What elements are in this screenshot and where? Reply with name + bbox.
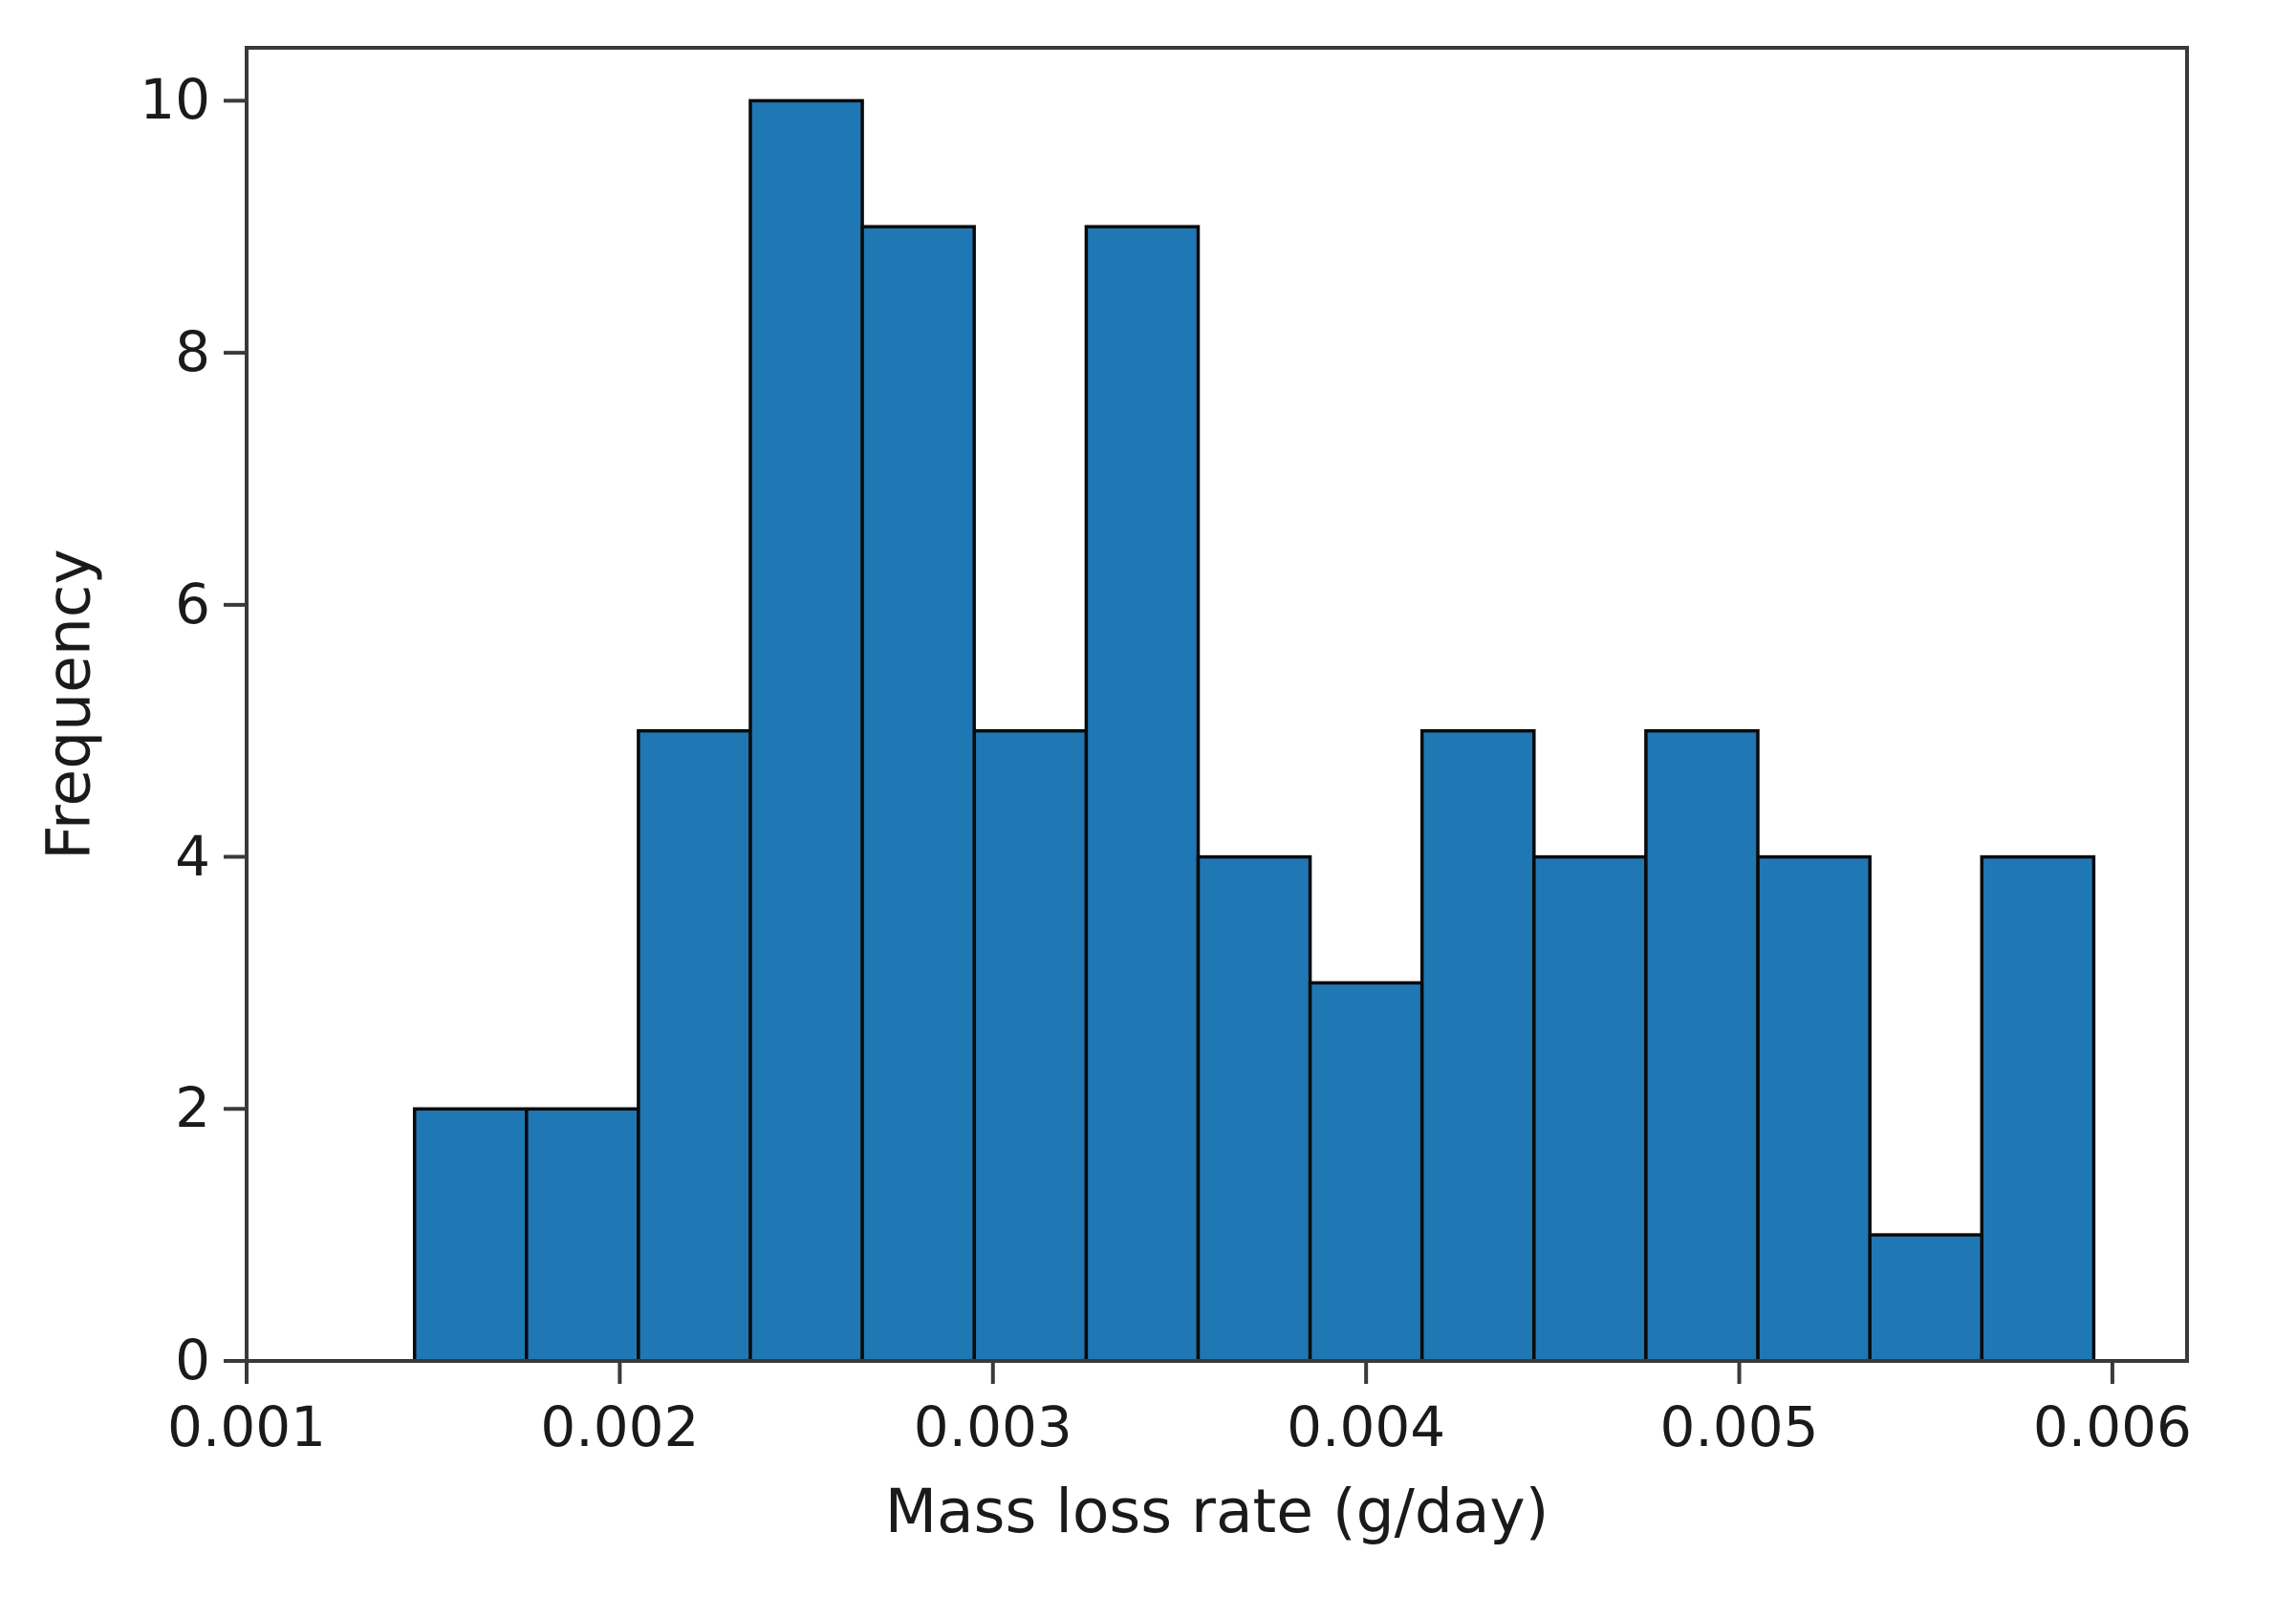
histogram-bar <box>525 1107 640 1363</box>
histogram-bar <box>1980 854 2096 1363</box>
y-tick-label: 10 <box>140 67 210 133</box>
x-axis-title: Mass loss rate (g/day) <box>884 1477 1549 1546</box>
y-tick-label: 8 <box>175 319 210 385</box>
histogram-bar <box>748 98 864 1363</box>
histogram-bar <box>1644 728 1760 1363</box>
x-tick-label: 0.005 <box>1659 1394 1819 1459</box>
y-axis-title: Frequency <box>33 549 104 860</box>
x-tick-label: 0.003 <box>913 1394 1072 1459</box>
y-tick-label: 0 <box>175 1327 210 1393</box>
y-tick-label: 2 <box>175 1075 210 1141</box>
histogram-bar <box>972 728 1089 1363</box>
histogram-bar <box>1756 854 1872 1363</box>
x-tick-label: 0.002 <box>540 1394 700 1459</box>
histogram-bar <box>860 225 976 1363</box>
histogram-bar <box>1868 1233 1984 1363</box>
y-tick-label: 6 <box>175 571 210 637</box>
histogram-bar <box>1308 981 1424 1363</box>
histogram-bar <box>412 1107 529 1363</box>
histogram-bar <box>1532 854 1648 1363</box>
x-tick-label: 0.004 <box>1287 1394 1446 1459</box>
histogram-bar <box>1084 225 1201 1363</box>
y-tick-label: 4 <box>175 823 210 889</box>
x-tick-label: 0.006 <box>2032 1394 2192 1459</box>
histogram-bar <box>637 728 752 1363</box>
x-tick-label: 0.001 <box>166 1394 327 1459</box>
plot-spine-box <box>245 46 2189 1363</box>
histogram-bar <box>1419 728 1536 1363</box>
histogram-bar <box>1196 854 1312 1363</box>
